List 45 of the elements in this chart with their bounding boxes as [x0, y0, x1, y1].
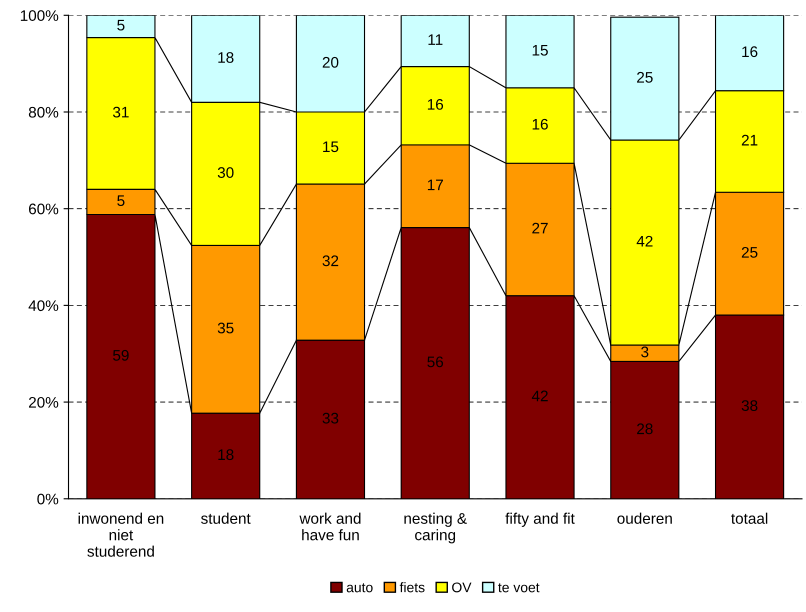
x-tick-label: fifty and fit: [505, 512, 575, 527]
data-label: 16: [532, 118, 548, 130]
data-label: 25: [742, 246, 758, 258]
legend-label: fiets: [400, 582, 425, 592]
data-label: 38: [742, 400, 758, 412]
data-label: 15: [323, 141, 338, 152]
x-tick-label: totaal: [731, 512, 768, 524]
data-label: 56: [427, 356, 444, 368]
y-tick-label: 0%: [37, 494, 58, 504]
data-label: 31: [112, 106, 129, 118]
y-tick-label: 80%: [28, 106, 58, 118]
legend-label: OV: [452, 582, 472, 592]
y-tick-label: 60%: [28, 204, 58, 214]
legend-label: auto: [346, 583, 373, 592]
data-label: 18: [218, 52, 234, 63]
data-label: 28: [637, 423, 653, 434]
data-label: 33: [322, 412, 338, 424]
data-label: 42: [636, 236, 653, 246]
data-label: 25: [637, 72, 653, 83]
data-label: 35: [218, 322, 234, 334]
data-label: 16: [428, 98, 444, 110]
data-label: 21: [742, 134, 758, 146]
data-label: 3: [641, 346, 648, 358]
data-label: 5: [117, 20, 125, 31]
y-tick-label: 40%: [28, 300, 58, 312]
x-tick-label: student: [201, 512, 251, 524]
x-tick-label: ouderen: [617, 512, 672, 524]
y-tick-label: 20%: [28, 396, 58, 408]
data-label: 30: [218, 167, 234, 178]
x-tick-label: inwonend en niet studerend: [78, 512, 164, 557]
data-label: 59: [113, 350, 129, 361]
y-tick-label: 100%: [20, 10, 58, 21]
data-label: 32: [322, 255, 338, 266]
data-label: 18: [218, 449, 234, 460]
data-label: 20: [322, 56, 338, 68]
data-label: 11: [428, 34, 442, 45]
x-tick-label: nesting & caring: [404, 512, 467, 544]
data-label: 42: [532, 390, 548, 402]
data-label: 27: [532, 222, 548, 234]
legend-label: te voet: [498, 583, 540, 592]
data-label: 15: [532, 45, 548, 56]
data-label: 17: [428, 180, 443, 190]
data-label: 16: [742, 46, 758, 58]
x-tick-label: work and have fun: [299, 512, 360, 540]
data-label: 5: [117, 195, 125, 206]
